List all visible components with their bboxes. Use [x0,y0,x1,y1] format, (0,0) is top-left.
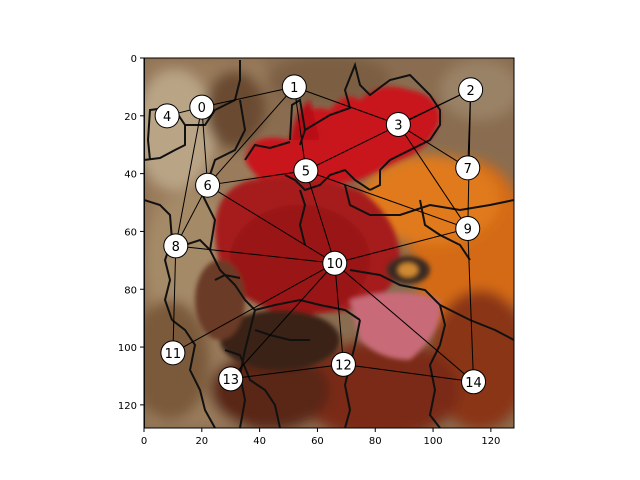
node-label: 7 [464,162,472,177]
edge-12-13 [230,363,344,380]
edge-3-7 [398,124,469,169]
edge-0-6 [201,107,209,186]
x-tick-label: 80 [369,436,382,447]
node-14: 14 [461,369,487,395]
node-circle [281,74,307,100]
node-1: 1 [281,74,307,100]
node-label: 4 [163,110,171,125]
node-11: 11 [160,340,186,366]
node-label: 12 [335,358,352,373]
edge-12-14 [343,363,474,383]
node-label: 6 [203,179,211,194]
edge-8-10 [175,245,335,264]
edge-10-13 [230,262,336,380]
x-tick-label: 0 [141,436,147,447]
edge-10-14 [334,262,474,383]
edge-9-10 [334,228,468,264]
y-tick-label: 0 [131,54,137,65]
node-0: 0 [189,94,215,120]
edge-3-9 [397,124,469,229]
y-axis: 0 20 40 60 80 100 120 [118,54,144,412]
edge-10-11 [172,262,336,354]
node-circle [160,340,186,366]
node-label: 1 [290,81,298,96]
node-circle [330,351,356,377]
edge-1-3 [294,86,399,125]
node-label: 10 [327,257,344,272]
edge-6-10 [207,184,336,264]
x-tick-label: 100 [424,436,443,447]
edge-5-10 [305,170,336,264]
axes-frame [143,57,515,429]
edge-5-6 [207,170,306,186]
edge-5-9 [305,170,468,230]
node-circle [385,111,411,137]
node-circle [461,369,487,395]
node-circle [322,250,348,276]
y-tick-label: 40 [124,170,137,181]
node-13: 13 [218,366,244,392]
node-12: 12 [330,351,356,377]
node-label: 14 [465,376,482,391]
node-label: 11 [165,347,182,362]
edge-0-8 [175,107,203,246]
node-circle [189,94,215,120]
node-circle [154,103,180,129]
node-circle [455,155,481,181]
node-label: 9 [464,223,472,238]
node-circle [195,172,221,198]
node-label: 13 [222,373,239,388]
node-6: 6 [195,172,221,198]
y-tick-label: 80 [124,285,137,296]
x-tick-label: 60 [311,436,324,447]
node-3: 3 [385,111,411,137]
node-circle [455,216,481,242]
y-tick-label: 120 [118,401,137,412]
node-4: 4 [154,103,180,129]
node-label: 8 [172,240,180,255]
node-9: 9 [455,216,481,242]
edge-8-11 [172,245,177,353]
node-circle [163,233,189,259]
x-tick-label: 120 [481,436,500,447]
x-axis: 0 20 40 60 80 100 120 [141,428,500,447]
node-7: 7 [455,155,481,181]
node-label: 2 [467,84,475,99]
node-10: 10 [322,250,348,276]
node-label: 0 [198,101,206,116]
edge-10-12 [334,263,344,365]
y-tick-label: 100 [118,343,137,354]
node-5: 5 [293,158,319,184]
node-circle [293,158,319,184]
edge-1-5 [293,86,307,171]
y-tick-label: 20 [124,112,137,123]
x-tick-label: 20 [195,436,208,447]
node-8: 8 [163,233,189,259]
node-2: 2 [458,77,484,103]
edge-0-1 [201,86,295,108]
node-circle [218,366,244,392]
edge-9-14 [467,228,475,382]
edge-1-6 [207,86,295,186]
node-label: 3 [394,118,402,133]
x-tick-label: 40 [253,436,266,447]
node-circle [458,77,484,103]
y-tick-label: 60 [124,227,137,238]
node-label: 5 [302,165,310,180]
